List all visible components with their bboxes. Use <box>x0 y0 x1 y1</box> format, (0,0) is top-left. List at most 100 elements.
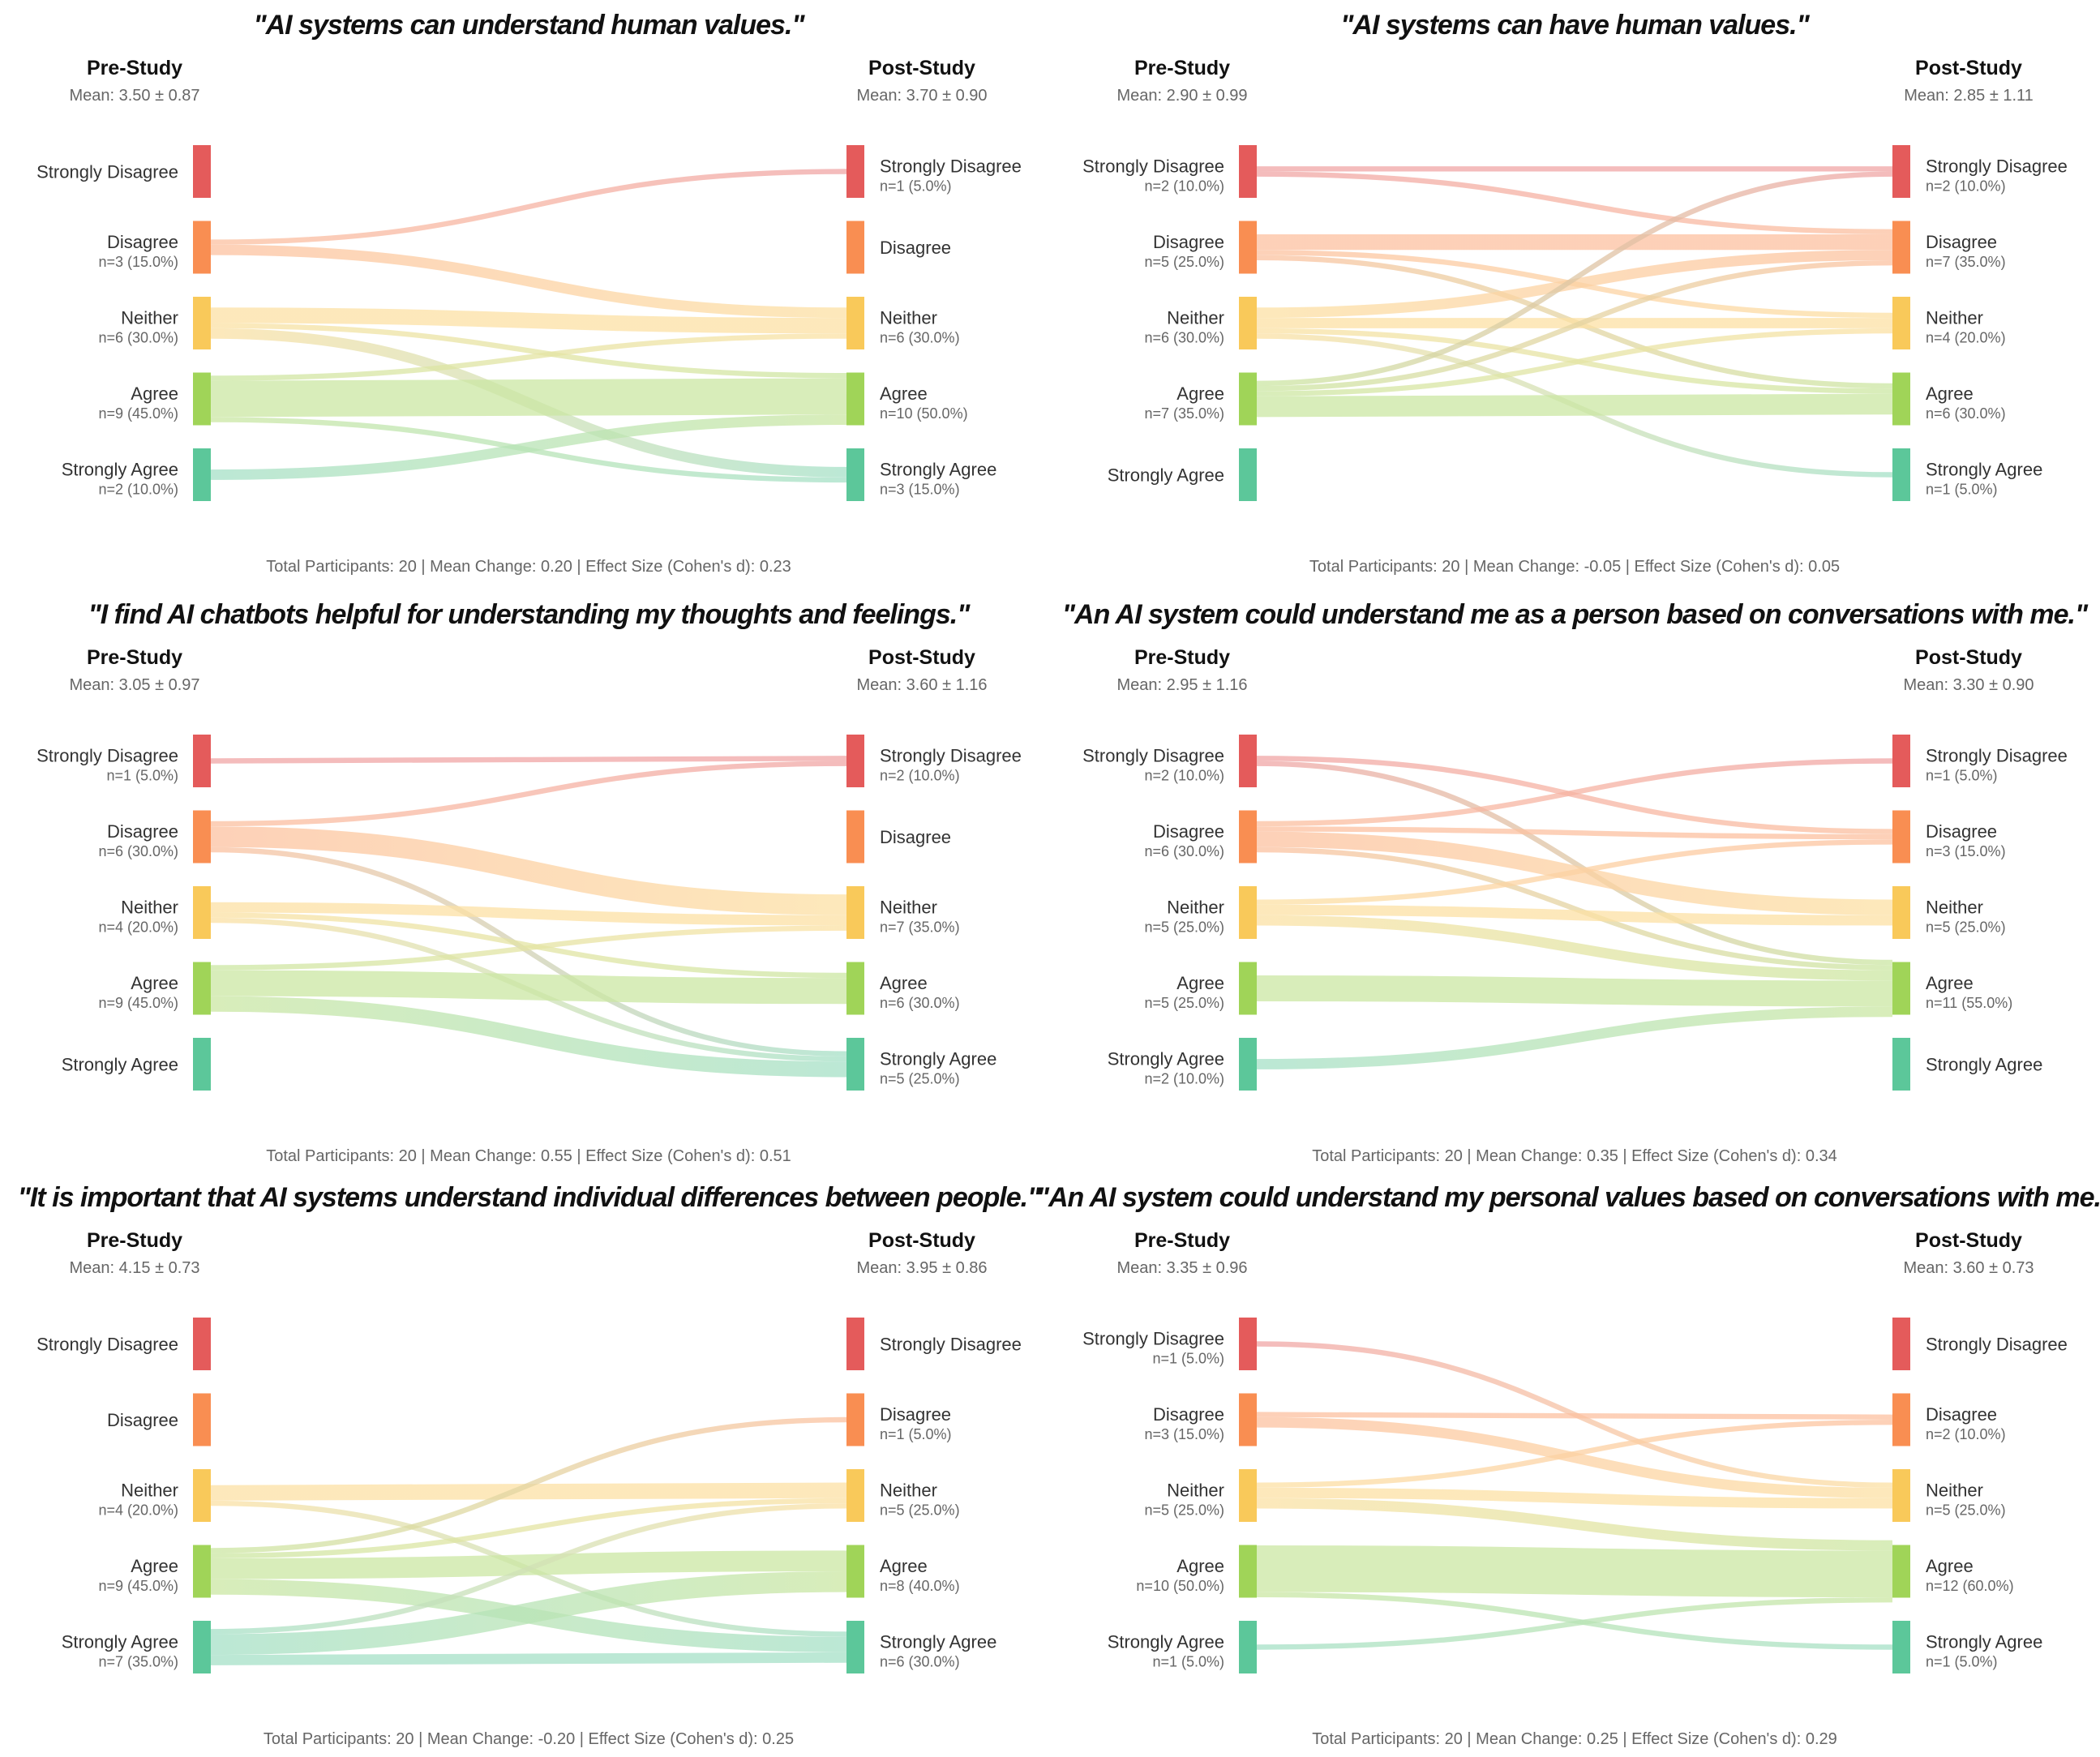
post-node-count: n=5 (25.0%) <box>880 1071 960 1087</box>
pre-node-count: n=6 (30.0%) <box>1144 843 1224 859</box>
post-study-mean: Mean: 3.30 ± 0.90 <box>1903 676 2034 694</box>
pre-node-agree <box>1239 372 1257 426</box>
pre-node-strongly-disagree <box>1239 735 1257 787</box>
flow-agree-to-disagree <box>210 1416 847 1553</box>
post-node-neither <box>1892 886 1910 939</box>
pre-node-count: n=5 (25.0%) <box>1144 1502 1224 1519</box>
pre-node-strongly-disagree <box>193 735 211 787</box>
flow-neither-to-disagree <box>1256 839 1893 905</box>
post-node-neither <box>1892 297 1910 349</box>
post-node-label: Agree <box>880 973 928 993</box>
post-node-count: n=7 (35.0%) <box>1926 254 2006 270</box>
flow-agree-to-agree <box>1256 1545 1893 1597</box>
pre-node-neither <box>1239 886 1257 939</box>
chart-title: "It is important that AI systems underst… <box>18 1182 1041 1213</box>
chart-title: "An AI system could understand me as a p… <box>1062 599 2089 630</box>
pre-node-strongly-disagree <box>1239 1318 1257 1370</box>
pre-study-heading: Pre-Study <box>87 646 182 669</box>
flow-neither-to-neither <box>210 902 847 926</box>
flow-neither-to-neither <box>1256 904 1893 926</box>
post-node-count: n=1 (5.0%) <box>880 178 952 195</box>
pre-node-count: n=2 (10.0%) <box>1144 178 1224 195</box>
pre-node-neither <box>1239 1469 1257 1522</box>
post-node-strongly-disagree <box>1892 1318 1910 1370</box>
post-node-label: Disagree <box>1926 232 1997 252</box>
pre-study-heading: Pre-Study <box>87 57 182 79</box>
post-node-strongly-agree <box>846 1038 864 1091</box>
flow-strongly-disagree-to-agree <box>1256 761 1893 966</box>
pre-node-label: Neither <box>121 898 178 918</box>
pre-node-label: Strongly Agree <box>1108 1049 1224 1069</box>
pre-node-label: Disagree <box>107 821 178 842</box>
post-node-strongly-disagree <box>1892 735 1910 787</box>
post-node-neither <box>846 886 864 939</box>
post-node-agree <box>846 372 864 426</box>
pre-node-label: Agree <box>1176 973 1224 993</box>
flow-strongly-agree-to-agree <box>1256 1597 1893 1650</box>
flow-strongly-agree-to-neither <box>210 1503 847 1635</box>
post-node-disagree <box>1892 221 1910 274</box>
post-node-label: Strongly Disagree <box>1926 746 2068 766</box>
post-node-label: Disagree <box>880 238 951 258</box>
flow-strongly-agree-to-strongly-agree <box>210 1652 847 1665</box>
post-node-label: Strongly Disagree <box>880 746 1022 766</box>
post-node-count: n=2 (10.0%) <box>880 768 960 784</box>
flow-disagree-to-neither <box>210 826 847 915</box>
flow-disagree-to-disagree <box>1256 826 1893 840</box>
post-node-label: Strongly Disagree <box>880 1335 1022 1355</box>
flow-disagree-to-strongly-disagree <box>1256 758 1893 827</box>
flow-neither-to-neither <box>1256 1487 1893 1509</box>
sankey-svg: "AI systems can understand human values.… <box>36 10 1022 576</box>
post-study-mean: Mean: 3.95 ± 0.86 <box>856 1259 987 1277</box>
post-node-disagree <box>1892 1393 1910 1446</box>
post-node-disagree <box>846 221 864 274</box>
post-node-label: Disagree <box>1926 1404 1997 1425</box>
pre-node-count: n=5 (25.0%) <box>1144 919 1224 936</box>
post-node-label: Neither <box>880 308 937 328</box>
post-node-label: Strongly Agree <box>1926 1632 2042 1652</box>
post-node-label: Strongly Agree <box>880 1049 996 1069</box>
post-node-count: n=1 (5.0%) <box>1926 482 1998 498</box>
pre-node-agree <box>1239 1545 1257 1598</box>
chart-footer: Total Participants: 20 | Mean Change: 0.… <box>1312 1147 1837 1165</box>
pre-node-label: Strongly Agree <box>1108 465 1224 486</box>
pre-node-count: n=9 (45.0%) <box>98 1578 178 1594</box>
sankey-svg: "An AI system could understand me as a p… <box>1062 599 2089 1165</box>
pre-node-count: n=9 (45.0%) <box>98 405 178 422</box>
post-study-mean: Mean: 3.70 ± 0.90 <box>856 87 987 105</box>
pre-node-count: n=3 (15.0%) <box>1144 1426 1224 1442</box>
post-node-disagree <box>846 810 864 864</box>
post-node-label: Neither <box>1926 308 1983 328</box>
flow-neither-to-agree <box>1256 1498 1893 1551</box>
pre-node-neither <box>193 297 211 349</box>
flow-disagree-to-disagree <box>1256 1412 1893 1420</box>
pre-node-label: Disagree <box>1153 232 1224 252</box>
pre-node-label: Strongly Disagree <box>1082 156 1224 177</box>
pre-node-strongly-disagree <box>193 1318 211 1370</box>
pre-node-label: Strongly Agree <box>62 460 178 480</box>
sankey-chart-2: "AI systems can have human values." Pre-S… <box>1046 0 2096 585</box>
pre-node-label: Strongly Agree <box>1108 1632 1224 1652</box>
post-node-disagree <box>846 1393 864 1446</box>
post-node-label: Agree <box>1926 384 1974 404</box>
pre-node-agree <box>193 962 211 1015</box>
flow-agree-to-neither <box>1256 328 1893 396</box>
flow-agree-to-agree <box>1256 393 1893 418</box>
pre-node-strongly-agree <box>193 1038 211 1091</box>
pre-node-disagree <box>193 810 211 864</box>
post-study-heading: Post-Study <box>868 57 975 79</box>
pre-node-label: Strongly Agree <box>62 1632 178 1652</box>
flow-strongly-agree-to-agree <box>1256 1006 1893 1069</box>
flow-agree-to-neither <box>210 333 847 381</box>
post-node-label: Agree <box>1926 1556 1974 1576</box>
sankey-svg: "I find AI chatbots helpful for understa… <box>36 599 1022 1165</box>
pre-node-count: n=2 (10.0%) <box>1144 1071 1224 1087</box>
chart-footer: Total Participants: 20 | Mean Change: -0… <box>264 1730 794 1748</box>
post-node-count: n=5 (25.0%) <box>880 1502 960 1519</box>
pre-study-heading: Pre-Study <box>1134 57 1230 79</box>
pre-node-count: n=6 (30.0%) <box>98 330 178 346</box>
pre-node-label: Agree <box>131 973 178 993</box>
pre-study-mean: Mean: 2.90 ± 0.99 <box>1116 87 1247 105</box>
sankey-chart-5: "It is important that AI systems underst… <box>0 1172 1050 1757</box>
post-node-label: Disagree <box>1926 821 1997 842</box>
